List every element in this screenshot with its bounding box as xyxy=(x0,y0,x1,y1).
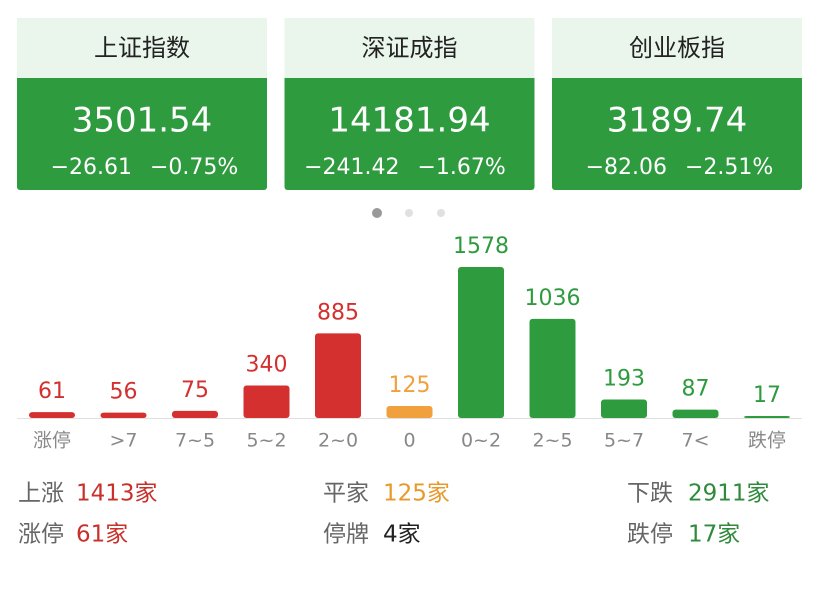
index-card-header xyxy=(17,18,267,78)
index-pct: −2.51% xyxy=(685,155,773,180)
summary-label: 涨停 xyxy=(18,522,64,548)
bar xyxy=(100,412,147,418)
bar xyxy=(458,267,504,418)
x-tick-label: >7 xyxy=(109,430,137,452)
x-tick-label: 0 xyxy=(403,430,415,452)
value-label: 1036 xyxy=(525,286,581,311)
bar xyxy=(386,406,433,418)
index-change: −82.06 xyxy=(586,155,667,180)
x-tick-label: 0~2 xyxy=(461,430,501,452)
index-name: 创业板指 xyxy=(629,34,725,62)
x-tick-label: 7~5 xyxy=(175,430,215,452)
value-label: 125 xyxy=(389,373,431,398)
index-pct: −0.75% xyxy=(150,155,238,180)
bar xyxy=(672,409,719,418)
summary-value: 125家 xyxy=(383,481,450,507)
x-tick-label: 7< xyxy=(681,430,709,452)
page-dot xyxy=(405,209,413,217)
value-label: 56 xyxy=(110,380,138,405)
summary-label: 停牌 xyxy=(323,522,369,548)
summary-label: 跌停 xyxy=(627,522,673,548)
index-value: 3189.74 xyxy=(607,101,748,141)
bar xyxy=(29,412,75,418)
bar xyxy=(172,410,218,418)
page-dot xyxy=(437,209,445,217)
summary-label: 上涨 xyxy=(18,481,64,507)
summary-value: 61家 xyxy=(76,522,128,548)
summary-label: 平家 xyxy=(323,481,369,507)
index-change: −241.42 xyxy=(304,155,399,180)
index-value: 3501.54 xyxy=(72,101,213,141)
summary-value: 4家 xyxy=(383,522,421,548)
x-tick-label: 涨停 xyxy=(33,430,71,452)
value-label: 340 xyxy=(246,352,288,377)
index-pct: −1.67% xyxy=(418,155,506,180)
value-label: 61 xyxy=(38,379,66,404)
summary-value: 17家 xyxy=(688,522,740,548)
summary-label: 下跌 xyxy=(627,481,673,507)
x-tick-label: 5~2 xyxy=(246,430,286,452)
page-dot xyxy=(372,208,382,218)
value-label: 1578 xyxy=(453,234,509,259)
bar xyxy=(243,385,290,418)
index-name: 上证指数 xyxy=(94,34,190,62)
summary-value: 2911家 xyxy=(688,481,770,507)
value-label: 885 xyxy=(317,300,359,325)
index-name: 深证成指 xyxy=(362,34,458,62)
bar xyxy=(601,399,647,418)
value-label: 193 xyxy=(603,367,645,392)
bar xyxy=(315,333,361,418)
index-card-header xyxy=(552,18,802,78)
x-tick-label: 2~0 xyxy=(318,430,358,452)
x-tick-label: 2~5 xyxy=(532,430,572,452)
value-label: 17 xyxy=(753,383,781,408)
bar xyxy=(744,416,790,418)
index-value: 14181.94 xyxy=(328,101,490,141)
index-change: −26.61 xyxy=(51,155,132,180)
x-tick-label: 5~7 xyxy=(604,430,644,452)
summary-value: 1413家 xyxy=(76,481,158,507)
bar xyxy=(529,318,576,418)
value-label: 75 xyxy=(181,378,209,403)
value-label: 87 xyxy=(682,377,710,402)
index-card-header xyxy=(284,18,535,78)
x-tick-label: 跌停 xyxy=(748,430,786,452)
